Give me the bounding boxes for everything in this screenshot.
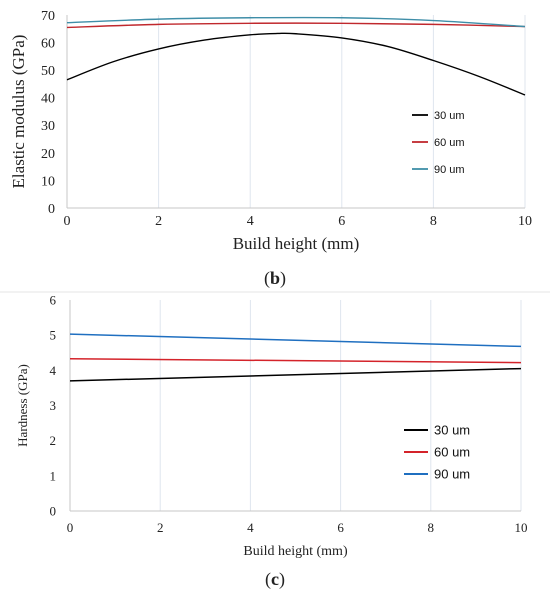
y-tick-label: 50 [41, 64, 55, 79]
series-line-60-um [69, 357, 522, 364]
y-tick-label: 4 [50, 363, 57, 378]
y-tick-label: 6 [50, 293, 57, 308]
x-tick-label: 6 [337, 520, 344, 535]
panel-label: (b) [264, 268, 286, 289]
y-tick-label: 30 [41, 119, 55, 134]
y-tick-label: 1 [50, 468, 57, 483]
y-axis-label: Hardness (GPa) [15, 364, 30, 447]
y-tick-label: 5 [50, 328, 57, 343]
y-tick-label: 60 [41, 36, 55, 51]
y-tick-label: 0 [50, 504, 57, 519]
chart-c: 0 2 4 6 8 10 0 1 2 3 4 5 6 Build height (mm) Hardness … [15, 293, 528, 590]
panel-label: (c) [265, 569, 285, 590]
x-tick-label: 8 [428, 520, 435, 535]
x-tick-label: 0 [64, 214, 71, 229]
y-tick-label: 3 [50, 398, 57, 413]
y-tick-label: 0 [48, 202, 55, 217]
legend-label: 90 um [434, 467, 470, 482]
series-line-90-um [66, 16, 526, 28]
x-tick-label: 10 [515, 520, 528, 535]
legend-label: 60 um [434, 445, 470, 460]
legend-label: 60 um [434, 137, 465, 149]
series-line-30-um [69, 367, 522, 382]
legend-label: 30 um [434, 423, 470, 438]
x-tick-label: 6 [338, 214, 345, 229]
x-tick-label: 2 [155, 214, 162, 229]
series-line-30-um [66, 32, 526, 96]
legend-label: 90 um [434, 164, 465, 176]
x-tick-label: 0 [67, 520, 74, 535]
x-tick-label: 4 [247, 214, 254, 229]
series-line-60-um [66, 22, 526, 29]
legend: 30 um 60 um 90 um [412, 110, 465, 176]
x-tick-label: 8 [430, 214, 437, 229]
legend: 30 um 60 um 90 um [404, 423, 470, 482]
x-axis-label: Build height (mm) [243, 544, 348, 559]
x-tick-label: 2 [157, 520, 164, 535]
y-tick-label: 20 [41, 147, 55, 162]
y-tick-label: 40 [41, 92, 55, 107]
y-axis-label: Elastic modulus (GPa) [9, 35, 28, 189]
series-line-90-um [69, 333, 522, 348]
x-tick-label: 4 [247, 520, 254, 535]
x-tick-label: 10 [518, 214, 532, 229]
legend-label: 30 um [434, 110, 465, 122]
y-tick-label: 70 [41, 9, 55, 24]
y-tick-label: 10 [41, 174, 55, 189]
y-tick-label: 2 [50, 433, 57, 448]
x-axis-label: Build height (mm) [233, 234, 360, 253]
chart-b: 0 2 4 6 8 10 0 10 20 30 40 50 60 70 Build height (mm) E… [9, 9, 532, 289]
